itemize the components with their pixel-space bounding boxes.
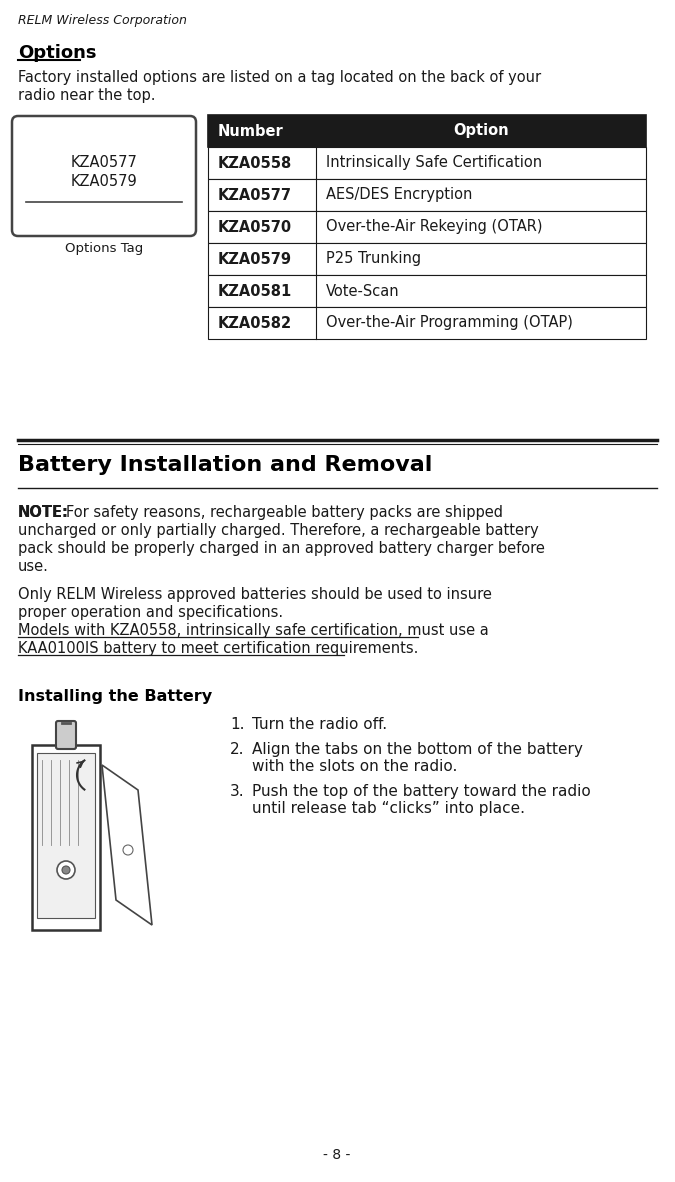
Circle shape xyxy=(57,860,75,879)
Text: Over-the-Air Programming (OTAP): Over-the-Air Programming (OTAP) xyxy=(326,316,573,331)
Text: KZA0577: KZA0577 xyxy=(71,155,138,170)
Text: KZA0558: KZA0558 xyxy=(218,156,292,170)
Text: KZA0582: KZA0582 xyxy=(218,316,292,331)
Text: Models with KZA0558, intrinsically safe certification, must use a: Models with KZA0558, intrinsically safe … xyxy=(18,623,489,638)
Text: KZA0579: KZA0579 xyxy=(71,174,138,189)
Text: KZA0579: KZA0579 xyxy=(218,252,292,266)
Text: with the slots on the radio.: with the slots on the radio. xyxy=(252,759,458,774)
Bar xyxy=(208,115,646,147)
Text: For safety reasons, rechargeable battery packs are shipped: For safety reasons, rechargeable battery… xyxy=(66,505,503,520)
Text: Factory installed options are listed on a tag located on the back of your: Factory installed options are listed on … xyxy=(18,70,541,85)
Polygon shape xyxy=(102,765,152,926)
Text: Over-the-Air Rekeying (OTAR): Over-the-Air Rekeying (OTAR) xyxy=(326,220,543,234)
Text: uncharged or only partially charged. Therefore, a rechargeable battery: uncharged or only partially charged. The… xyxy=(18,522,539,538)
Text: Align the tabs on the bottom of the battery: Align the tabs on the bottom of the batt… xyxy=(252,742,583,756)
Text: use.: use. xyxy=(18,559,49,574)
Text: Options Tag: Options Tag xyxy=(65,242,143,255)
Text: P25 Trunking: P25 Trunking xyxy=(326,252,421,266)
Text: pack should be properly charged in an approved battery charger before: pack should be properly charged in an ap… xyxy=(18,541,545,556)
Text: RELM Wireless Corporation: RELM Wireless Corporation xyxy=(18,14,187,27)
Bar xyxy=(37,753,95,918)
Text: Only RELM Wireless approved batteries should be used to insure: Only RELM Wireless approved batteries sh… xyxy=(18,587,492,602)
Text: - 8 -: - 8 - xyxy=(323,1148,351,1162)
Text: KZA0570: KZA0570 xyxy=(218,220,292,234)
Bar xyxy=(208,307,646,339)
Text: Push the top of the battery toward the radio: Push the top of the battery toward the r… xyxy=(252,784,591,799)
Text: 3.: 3. xyxy=(230,784,244,799)
Text: until release tab “clicks” into place.: until release tab “clicks” into place. xyxy=(252,801,525,816)
FancyBboxPatch shape xyxy=(56,721,76,749)
Bar xyxy=(208,275,646,307)
Bar xyxy=(208,178,646,212)
Text: NOTE:: NOTE: xyxy=(18,505,69,520)
FancyBboxPatch shape xyxy=(12,116,196,236)
Text: NOTE:: NOTE: xyxy=(18,505,69,520)
Text: Options: Options xyxy=(18,44,97,61)
Text: Installing the Battery: Installing the Battery xyxy=(18,689,212,704)
Text: proper operation and specifications.: proper operation and specifications. xyxy=(18,605,283,621)
Text: KZA0581: KZA0581 xyxy=(218,284,292,299)
Text: Turn the radio off.: Turn the radio off. xyxy=(252,717,387,732)
Text: Intrinsically Safe Certification: Intrinsically Safe Certification xyxy=(326,156,542,170)
Circle shape xyxy=(123,845,133,855)
Text: AES/DES Encryption: AES/DES Encryption xyxy=(326,188,472,202)
Text: Option: Option xyxy=(453,123,509,138)
Bar xyxy=(208,243,646,275)
Text: Battery Installation and Removal: Battery Installation and Removal xyxy=(18,455,433,475)
Bar xyxy=(208,212,646,243)
Text: Vote-Scan: Vote-Scan xyxy=(326,284,400,299)
Bar xyxy=(208,147,646,178)
Text: radio near the top.: radio near the top. xyxy=(18,87,155,103)
Bar xyxy=(32,745,100,930)
Text: Number: Number xyxy=(218,123,284,138)
Circle shape xyxy=(62,866,70,873)
Text: KZA0577: KZA0577 xyxy=(218,188,292,202)
Text: KAA0100IS battery to meet certification requirements.: KAA0100IS battery to meet certification … xyxy=(18,641,418,656)
Text: 1.: 1. xyxy=(230,717,244,732)
Text: 2.: 2. xyxy=(230,742,244,756)
